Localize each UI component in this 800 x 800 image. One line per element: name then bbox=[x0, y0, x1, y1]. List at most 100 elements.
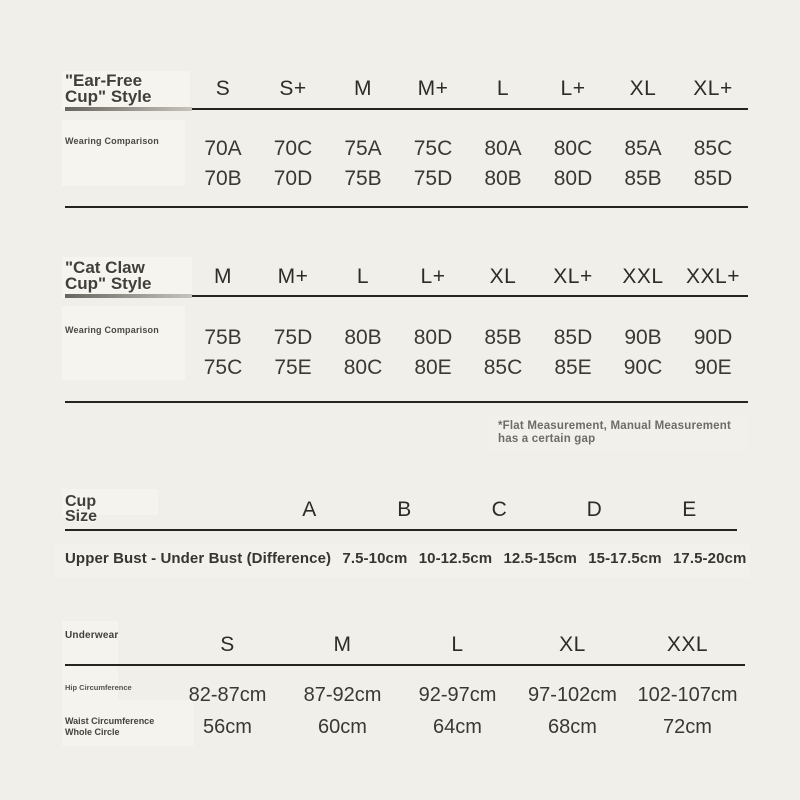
cup-header: D bbox=[586, 497, 603, 521]
size-header: L bbox=[496, 77, 510, 100]
cat-claw-header-row: "Cat Claw Cup" Style M M+ L L+ XL XL+ XX… bbox=[65, 258, 748, 298]
bust-difference-value: 12.5-15cm bbox=[503, 550, 577, 567]
ear-free-header-row: "Ear-Free Cup" Style S S+ M M+ L L+ XL X… bbox=[65, 70, 748, 111]
row-label-wearing-comparison: Wearing Comparison bbox=[65, 136, 159, 146]
size-header: XL bbox=[559, 632, 586, 656]
bust-difference-value: 17.5-20cm bbox=[672, 550, 747, 567]
size-value: 85D bbox=[693, 167, 733, 190]
waist-value: 64cm bbox=[433, 715, 482, 738]
title-underline bbox=[65, 107, 192, 111]
size-value: 75A bbox=[344, 137, 382, 160]
hip-value: 82-87cm bbox=[188, 683, 267, 706]
underwear-header-row: Underwear S M L XL XXL bbox=[65, 625, 745, 666]
size-value: 90B bbox=[624, 326, 662, 349]
waist-value: 72cm bbox=[663, 715, 712, 738]
row-label-waist-circumference: Waist Circumference Whole Circle bbox=[65, 716, 170, 738]
size-header: XL bbox=[489, 264, 517, 288]
size-value: 85E bbox=[554, 356, 592, 379]
title-line: Cup bbox=[65, 493, 97, 510]
size-value: 75D bbox=[273, 326, 313, 349]
waist-label-line: Waist Circumference bbox=[65, 716, 155, 726]
size-value: 80C bbox=[343, 356, 383, 379]
cup-size-header-row: Cup Size A B C D E bbox=[65, 490, 737, 531]
size-value: 70B bbox=[204, 167, 242, 190]
row-label-wearing-comparison: Wearing Comparison bbox=[65, 325, 159, 335]
cup-header: A bbox=[302, 497, 317, 521]
size-value: 75C bbox=[413, 137, 453, 160]
cat-claw-cup-table: "Cat Claw Cup" Style M M+ L L+ XL XL+ XX… bbox=[65, 258, 748, 403]
size-header: XL+ bbox=[553, 264, 593, 288]
size-header: XXL+ bbox=[686, 264, 740, 288]
size-value: 85D bbox=[553, 326, 593, 349]
size-value: 75B bbox=[204, 326, 242, 349]
hip-value: 97-102cm bbox=[528, 683, 617, 706]
title-underline bbox=[65, 294, 192, 298]
measurement-note: *Flat Measurement, Manual Measurement ha… bbox=[489, 414, 747, 452]
size-value: 70C bbox=[273, 137, 313, 160]
ear-free-cup-table: "Ear-Free Cup" Style S S+ M M+ L L+ XL X… bbox=[65, 70, 748, 208]
title-line: "Cat Claw bbox=[65, 258, 145, 277]
ear-free-table-title: "Ear-Free Cup" Style bbox=[65, 72, 188, 106]
hip-row: Hip Circumference 82-87cm 87-92cm 92-97c… bbox=[65, 680, 745, 710]
size-value: 85A bbox=[624, 137, 662, 160]
size-value: 75C bbox=[203, 356, 243, 379]
size-header: L bbox=[451, 632, 464, 656]
size-header: S bbox=[220, 632, 235, 656]
row-label-hip-circumference: Hip Circumference bbox=[65, 683, 132, 692]
size-value: 80D bbox=[413, 326, 453, 349]
hip-value: 87-92cm bbox=[303, 683, 382, 706]
size-value: 75B bbox=[344, 167, 382, 190]
highlight-panel bbox=[62, 306, 185, 380]
size-value: 80A bbox=[484, 137, 522, 160]
size-header: M bbox=[214, 264, 232, 288]
waist-value: 56cm bbox=[203, 715, 252, 738]
title-line: Size bbox=[65, 508, 98, 525]
table-row: Wearing Comparison 70A 70C 75A 75C 80A 8… bbox=[65, 134, 748, 164]
note-line: *Flat Measurement, Manual Measurement bbox=[498, 420, 731, 432]
highlight-panel bbox=[62, 120, 185, 186]
cup-header: C bbox=[491, 497, 508, 521]
size-header: XL+ bbox=[693, 77, 733, 100]
size-header: XXL bbox=[622, 264, 664, 288]
table-row: 70B 70D 75B 75D 80B 80D 85B 85D bbox=[65, 164, 748, 194]
waist-row: Waist Circumference Whole Circle 56cm 60… bbox=[65, 710, 745, 744]
cup-size-title: Cup Size bbox=[65, 494, 262, 525]
size-value: 90D bbox=[693, 326, 733, 349]
size-value: 85B bbox=[624, 167, 662, 190]
size-value: 90C bbox=[623, 356, 663, 379]
underwear-table: Underwear S M L XL XXL Hip Circumference… bbox=[65, 625, 745, 744]
size-header: XL bbox=[629, 77, 657, 100]
bust-difference-value: 7.5-10cm bbox=[342, 550, 408, 567]
size-value: 75E bbox=[274, 356, 312, 379]
highlight-panel bbox=[62, 700, 194, 746]
size-header: M bbox=[333, 632, 352, 656]
size-header: S bbox=[215, 77, 231, 100]
cup-size-table: Cup Size A B C D E Upper Bust - Under Bu… bbox=[65, 490, 746, 567]
bust-difference-value: 15-17.5cm bbox=[588, 550, 662, 567]
size-value: 70A bbox=[204, 137, 242, 160]
bust-difference-row: Upper Bust - Under Bust (Difference) 7.5… bbox=[65, 550, 746, 567]
cat-claw-table-title: "Cat Claw Cup" Style bbox=[65, 258, 188, 293]
table-row: Wearing Comparison 75B 75D 80B 80D 85B 8… bbox=[65, 323, 748, 353]
size-header: M+ bbox=[277, 264, 309, 288]
size-header: L bbox=[356, 264, 370, 288]
cup-header: E bbox=[682, 497, 697, 521]
size-value: 85C bbox=[693, 137, 733, 160]
size-value: 75D bbox=[413, 167, 453, 190]
title-line: Cup" Style bbox=[65, 86, 152, 106]
size-value: 80C bbox=[553, 137, 593, 160]
size-value: 70D bbox=[273, 167, 313, 190]
size-value: 85B bbox=[484, 326, 522, 349]
bust-difference-label: Upper Bust - Under Bust (Difference) bbox=[65, 550, 332, 567]
highlight-panel bbox=[62, 489, 158, 515]
size-value: 85C bbox=[483, 356, 523, 379]
size-value: 80B bbox=[484, 167, 522, 190]
highlight-panel bbox=[62, 257, 192, 298]
highlight-panel bbox=[62, 71, 190, 110]
waist-value: 60cm bbox=[318, 715, 367, 738]
size-header: L+ bbox=[420, 264, 446, 288]
highlight-panel bbox=[55, 544, 749, 578]
size-value: 80B bbox=[344, 326, 382, 349]
size-header: L+ bbox=[560, 77, 586, 100]
size-header: M bbox=[354, 77, 372, 100]
